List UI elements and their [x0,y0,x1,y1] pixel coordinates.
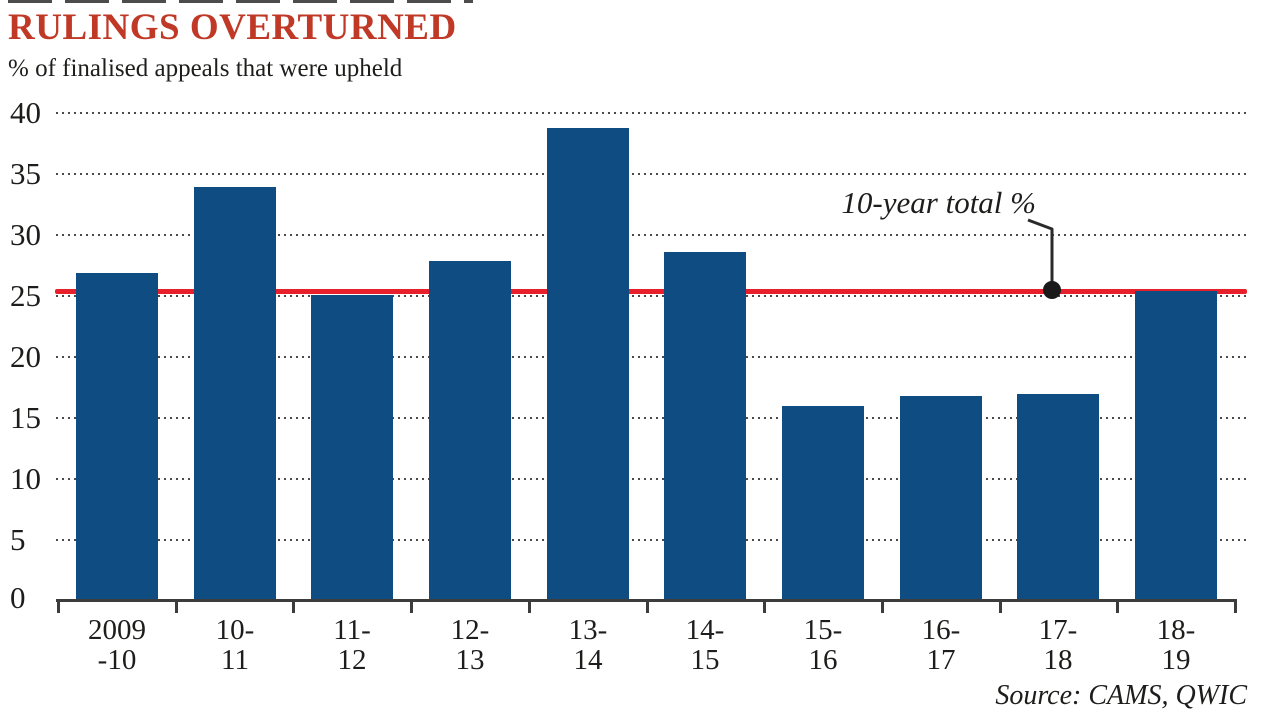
x-axis-tick [57,599,60,613]
bar-15-16 [782,405,864,601]
x-axis-label-12-13: 12- 13 [450,614,490,676]
x-axis-tick [646,599,649,613]
bar-13-14 [547,127,629,601]
x-axis-label-13-14: 13- 14 [568,614,608,676]
x-axis-tick [292,599,295,613]
gridline-35 [56,173,1247,175]
x-axis-label-2009-10: 2009 -10 [88,614,146,676]
annotation-dot [1043,281,1061,299]
x-axis-tick [1234,599,1237,613]
x-axis-label-10-11: 10- 11 [215,614,255,676]
bar-2009-10 [76,272,158,601]
x-axis-tick [1116,599,1119,613]
gridline-20 [56,356,1247,358]
bar-11-12 [311,294,393,601]
bar-10-11 [194,187,276,601]
bar-18-19 [1135,291,1217,601]
x-axis-tick [175,599,178,613]
chart-subtitle: % of finalised appeals that were upheld [8,55,403,82]
y-axis-label-10: 10 [10,461,41,496]
y-axis-label-20: 20 [10,339,41,374]
gridline-25 [56,295,1247,297]
annotation-connector [1027,218,1061,299]
x-axis-label-15-16: 15- 16 [803,614,843,676]
x-axis-tick [410,599,413,613]
gridline-30 [56,234,1247,236]
y-axis-label-0: 0 [10,580,26,615]
bar-14-15 [664,252,746,601]
bar-16-17 [900,396,982,601]
x-axis-tick [763,599,766,613]
x-axis-label-17-18: 17- 18 [1038,614,1078,676]
y-axis-label-35: 35 [10,156,41,191]
x-axis-tick [999,599,1002,613]
y-axis-label-30: 30 [10,217,41,252]
y-axis-label-40: 40 [10,95,41,130]
cropped-text-artifact [8,0,473,3]
chart-title: RULINGS OVERTURNED [8,7,457,48]
reference-line-annotation-label: 10-year total % [841,185,1036,220]
y-axis-label-15: 15 [10,400,41,435]
y-axis-label-25: 25 [10,278,41,313]
x-axis-label-16-17: 16- 17 [921,614,961,676]
gridline-40 [56,112,1247,114]
y-axis-label-5: 5 [10,522,26,557]
bar-12-13 [429,260,511,601]
gridline-5 [56,539,1247,541]
reference-line [55,288,1247,294]
gridline-10 [56,478,1247,480]
x-axis-label-14-15: 14- 15 [685,614,725,676]
x-axis-label-18-19: 18- 19 [1156,614,1196,676]
gridline-15 [56,417,1247,419]
x-axis-tick [528,599,531,613]
x-axis-tick [881,599,884,613]
bar-17-18 [1017,393,1099,601]
x-axis-label-11-12: 11- 12 [333,614,371,676]
source-credit: Source: CAMS, QWIC [995,680,1247,711]
